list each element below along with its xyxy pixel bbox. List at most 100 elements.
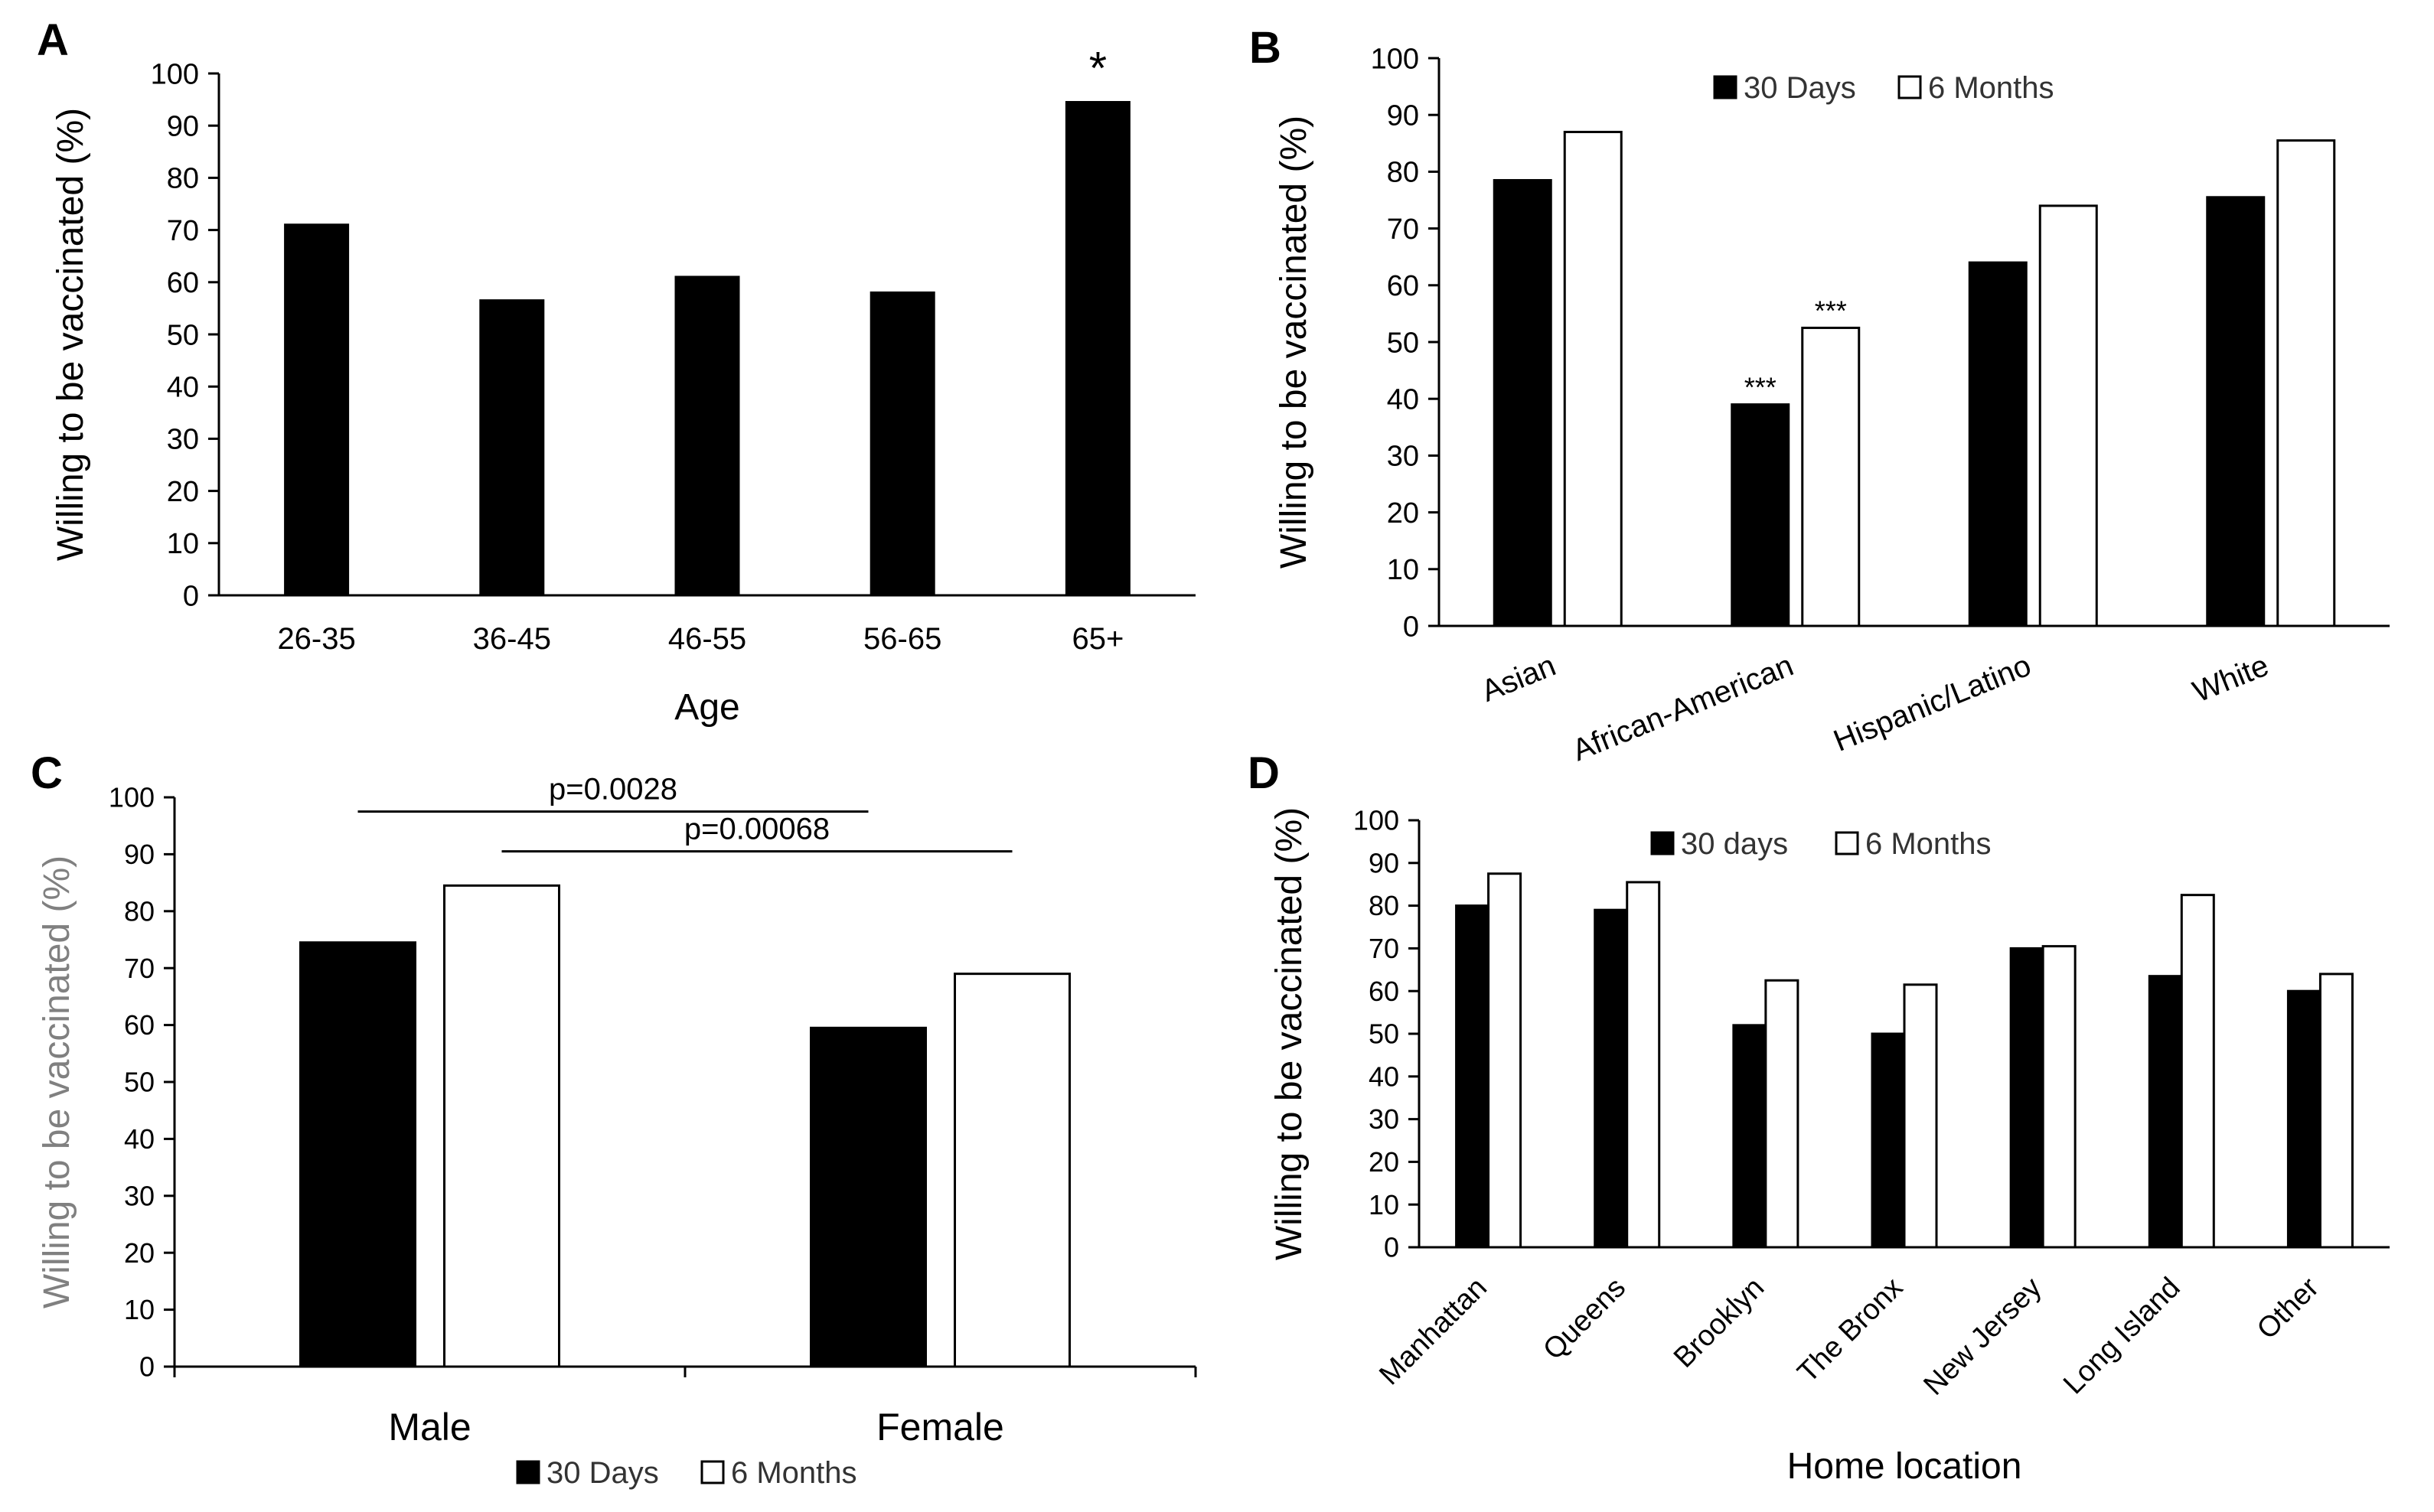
panel-c: C 0 10 20 30 40 50 60 70 80 90 100 Willing to be vac…: [31, 748, 1197, 1490]
bar-asian-6-months: [1563, 130, 1623, 627]
y-tick-label: 60: [1369, 976, 1399, 1007]
y-tick-label: 0: [139, 1351, 155, 1383]
y-tick-label: 40: [1387, 384, 1419, 416]
category-label: Long Island: [2057, 1272, 2187, 1401]
y-tick-label: 50: [167, 319, 199, 351]
y-tick-label: 30: [167, 424, 199, 456]
category-label: The Bronx: [1792, 1272, 1910, 1390]
bar-new-jersey-30-days: [2009, 947, 2044, 1249]
y-tick-label: 90: [124, 839, 155, 870]
y-axis-title: Willing to be vaccinated (%): [37, 855, 77, 1308]
panel-letter: B: [1249, 23, 1281, 73]
y-tick-label: 30: [1387, 441, 1419, 473]
y-tick-label: 70: [1369, 933, 1399, 964]
significance-marker: ***: [1744, 372, 1777, 403]
legend-swatch-6-months: [700, 1460, 725, 1484]
y-tick-label: 50: [1369, 1018, 1399, 1050]
p-value-label: p=0.00068: [684, 813, 830, 846]
panel-letter: D: [1248, 748, 1280, 798]
y-tick-label: 40: [124, 1123, 155, 1155]
x-axis-title: Age: [674, 687, 739, 728]
bar-male-6-months: [443, 884, 560, 1368]
bar-african-american-6-months: [1801, 326, 1861, 627]
y-tick-label: 90: [167, 111, 199, 143]
legend-label-6-months: 6 Months: [1865, 827, 1992, 861]
category-label: Hispanic/Latino: [1829, 649, 2036, 758]
category-label: Brooklyn: [1668, 1272, 1770, 1374]
y-tick-label: 20: [167, 476, 199, 508]
y-tick-label: 100: [1353, 805, 1399, 836]
category-label: African-American: [1568, 649, 1798, 768]
y-tick-label: 10: [1387, 554, 1419, 586]
category-label: Male: [388, 1406, 471, 1448]
y-axis-title: Willing to be vaccinated (%): [1274, 116, 1314, 569]
y-tick-label: 70: [124, 953, 155, 984]
y-tick-label: 30: [124, 1180, 155, 1211]
category-label: Manhattan: [1373, 1272, 1493, 1392]
legend-label-6-months: 6 Months: [731, 1456, 857, 1490]
legend-swatch-30-days: [1650, 831, 1675, 855]
bar-other-30-days: [2286, 989, 2321, 1249]
significance-marker: ***: [1815, 295, 1847, 326]
bar-hispanic-latino-6-months: [2038, 204, 2098, 627]
legend-swatch-6-months: [1835, 831, 1859, 855]
bar-asian-30-days: [1493, 179, 1552, 627]
y-tick-label: 40: [1369, 1061, 1399, 1092]
y-tick-label: 80: [1369, 890, 1399, 921]
y-tick-label: 60: [124, 1009, 155, 1041]
y-tick-label: 100: [151, 58, 199, 90]
legend-swatch-30-days: [1713, 75, 1737, 99]
legend-swatch-30-days: [516, 1460, 540, 1484]
panel-d: D 0 10 20 30 40 50 60 70 80 90 100 Willing to be vac…: [1248, 748, 2390, 1487]
panel-b: B 0 10 20 30 40 50 60 70 80 90 100 Willing to be vac…: [1249, 23, 2390, 767]
y-tick-label: 0: [1384, 1232, 1399, 1263]
panel-a: A 0 10 20 30 40 50 60 70 80 90 100 Willing to be vac…: [37, 15, 1196, 728]
bar-queens-30-days: [1594, 908, 1629, 1249]
category-label: 46-55: [668, 622, 746, 656]
bar-65: [1065, 101, 1131, 597]
bar-long-island-6-months: [2180, 894, 2215, 1249]
p-value-label: p=0.0028: [549, 773, 677, 807]
y-tick-label: 0: [1403, 611, 1419, 643]
bar-queens-6-months: [1626, 881, 1661, 1249]
y-tick-label: 50: [1387, 327, 1419, 359]
legend-swatch-6-months: [1897, 75, 1922, 99]
y-tick-label: 20: [1369, 1146, 1399, 1178]
significance-marker: *: [1089, 43, 1107, 94]
category-label: 26-35: [277, 622, 355, 656]
panel-letter: A: [37, 15, 69, 65]
category-label: Female: [876, 1406, 1004, 1448]
y-tick-label: 90: [1369, 847, 1399, 878]
y-tick-label: 90: [1387, 100, 1419, 132]
y-tick-label: 20: [124, 1237, 155, 1269]
legend-label-30-days: 30 Days: [547, 1456, 659, 1490]
bar-the-bronx-30-days: [1871, 1032, 1906, 1249]
y-tick-label: 80: [1387, 157, 1419, 189]
bar-manhattan-6-months: [1487, 872, 1522, 1249]
category-label: Asian: [1476, 649, 1560, 709]
bar-manhattan-30-days: [1455, 904, 1490, 1249]
y-tick-label: 10: [124, 1294, 155, 1325]
category-label: New Jersey: [1917, 1272, 2047, 1402]
bar-brooklyn-6-months: [1764, 979, 1799, 1249]
bar-long-island-30-days: [2148, 975, 2183, 1249]
legend-label-6-months: 6 Months: [1928, 71, 2054, 105]
category-label: White: [2188, 649, 2273, 709]
y-tick-label: 40: [167, 372, 199, 404]
y-tick-label: 80: [124, 895, 155, 927]
category-label: 56-65: [863, 622, 941, 656]
y-tick-label: 100: [109, 782, 155, 813]
bar-56-65: [870, 291, 935, 597]
y-axis-title: Willing to be vaccinated (%): [51, 108, 91, 561]
y-tick-label: 10: [167, 528, 199, 560]
y-tick-label: 60: [167, 267, 199, 299]
y-tick-label: 0: [183, 580, 199, 612]
y-tick-label: 80: [167, 163, 199, 195]
legend-label-30-days: 30 days: [1681, 827, 1788, 861]
y-tick-label: 100: [1371, 43, 1419, 75]
bar-female-6-months: [954, 973, 1071, 1368]
bar-african-american-30-days: [1731, 403, 1790, 627]
y-tick-label: 50: [124, 1067, 155, 1098]
bar-male-30-days: [299, 941, 416, 1368]
bar-white-30-days: [2206, 196, 2266, 627]
